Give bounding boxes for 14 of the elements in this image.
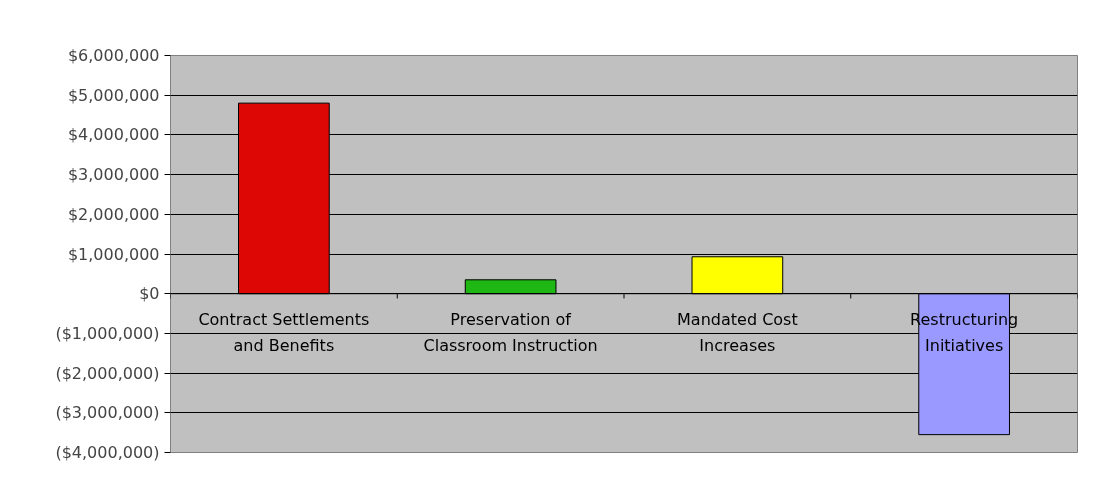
y-tick-label: $3,000,000 [67, 165, 160, 185]
y-tick-label: $0 [139, 284, 160, 304]
x-tick-label: Mandated Cost Increases [677, 309, 798, 356]
y-tick-label: $2,000,000 [67, 204, 160, 224]
y-tick-label: ($2,000,000) [55, 363, 160, 383]
x-tick-label: Contract Settlements and Benefits [198, 309, 370, 356]
y-tick-label: ($4,000,000) [55, 443, 160, 462]
y-tick-label: $4,000,000 [67, 125, 160, 145]
y-tick-label: ($3,000,000) [55, 403, 160, 423]
x-tick-label: Preservation of Classroom Instruction [423, 309, 598, 356]
y-tick-label: ($1,000,000) [55, 323, 160, 343]
y-tick-label: $6,000,000 [67, 46, 160, 65]
y-tick-label: $1,000,000 [67, 244, 160, 264]
y-tick-label: $5,000,000 [67, 85, 160, 105]
